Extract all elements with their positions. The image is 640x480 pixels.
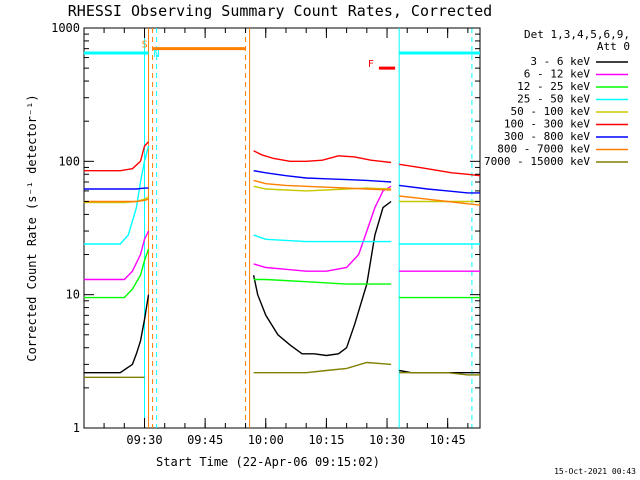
series-line xyxy=(253,185,392,272)
x-tick-label: 10:30 xyxy=(369,433,405,447)
legend-entry-label: 800 - 7000 keV xyxy=(497,143,590,156)
series-line xyxy=(83,230,150,281)
y-tick-label: 100 xyxy=(58,154,80,168)
flag-bars: SN F xyxy=(83,40,480,70)
detectors-label: Det 1,3,4,5,6,9, xyxy=(524,28,630,41)
series-line xyxy=(253,150,392,164)
legend-entry-label: 6 - 12 keV xyxy=(524,68,591,81)
legend-entry-label: 25 - 50 keV xyxy=(517,93,590,106)
chart-title: RHESSI Observing Summary Count Rates, Co… xyxy=(68,2,492,20)
x-tick-label: 09:45 xyxy=(187,433,223,447)
x-tick-label: 10:15 xyxy=(308,433,344,447)
x-axis-label: Start Time (22-Apr-06 09:15:02) xyxy=(156,455,380,469)
series-line xyxy=(83,187,149,190)
legend-entry-label: 7000 - 15000 keV xyxy=(484,155,590,168)
series-line xyxy=(399,372,480,376)
series-line xyxy=(253,170,392,183)
series-line xyxy=(399,163,481,177)
legend-entry-label: 100 - 300 keV xyxy=(504,118,590,131)
attenuator-label: Att 0 xyxy=(597,40,630,53)
series-line xyxy=(253,278,392,285)
series-line xyxy=(399,184,480,194)
series-line xyxy=(253,179,392,191)
series-line xyxy=(253,185,392,192)
y-axis-label: Corrected Count Rate (s⁻¹ detector⁻¹) xyxy=(25,94,39,361)
y-axis: 1 10 100 1000 xyxy=(51,21,480,435)
series-line xyxy=(83,248,150,299)
series-line xyxy=(399,195,481,206)
x-tick-label: 10:45 xyxy=(430,433,466,447)
flag-label: N xyxy=(154,49,160,60)
y-tick-label: 1 xyxy=(73,421,80,435)
legend-entry-label: 300 - 800 keV xyxy=(504,130,590,143)
plot-area xyxy=(83,27,481,429)
series-line xyxy=(83,145,150,245)
y-tick-label: 1000 xyxy=(51,21,80,35)
series-line xyxy=(83,198,149,203)
footer-date: 15-Oct-2021 00:43 xyxy=(554,467,636,476)
series-line xyxy=(253,234,392,243)
x-tick-label: 09:30 xyxy=(126,433,162,447)
x-axis: 09:30 09:45 10:00 10:15 10:30 10:45 xyxy=(103,28,469,447)
y-tick-label: 10 xyxy=(66,288,80,302)
series-line xyxy=(252,200,392,357)
series-line xyxy=(83,294,150,374)
legend-entry-label: 50 - 100 keV xyxy=(511,105,591,118)
series-line xyxy=(253,361,392,374)
series-line xyxy=(83,141,150,172)
series-layer xyxy=(83,141,481,378)
x-tick-label: 10:00 xyxy=(248,433,284,447)
flag-label: F xyxy=(368,59,374,70)
legend-entry-label: 12 - 25 keV xyxy=(517,80,590,93)
vertical-markers xyxy=(143,28,473,428)
legend-entry-label: 3 - 6 keV xyxy=(530,55,590,68)
flag-label: S xyxy=(142,40,148,51)
